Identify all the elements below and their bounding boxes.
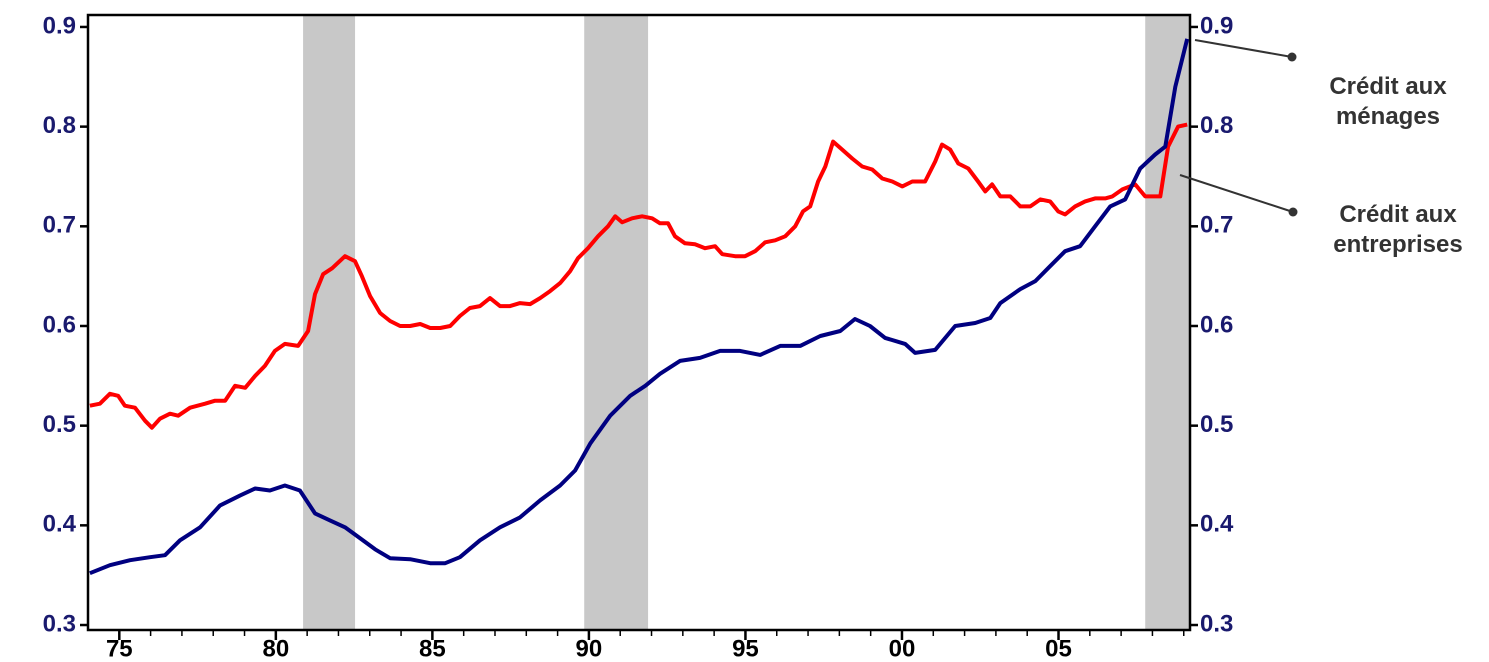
x-tick-label: 00 [889,635,916,662]
pointer-line [1194,39,1293,58]
x-tick-label: 90 [576,635,603,662]
x-tick-label: 95 [732,635,759,662]
x-tick-label: 75 [106,635,133,662]
y-tick-label: 0.5 [43,411,76,438]
pointer-dot [1287,52,1297,62]
x-tick-label: 80 [262,635,289,662]
y2-tick-label: 0.6 [1200,311,1233,338]
pointer-line [1179,174,1294,213]
y-tick-label: 0.8 [43,112,76,139]
plot-frame [86,13,1192,632]
y-tick-label: 0.9 [43,12,76,39]
y2-tick-label: 0.9 [1200,12,1233,39]
x-tick-label: 85 [419,635,446,662]
x-tick-label: 05 [1045,635,1072,662]
pointer-dot [1288,207,1298,217]
series-label: Crédit aux ménages [1329,73,1447,130]
y2-tick-label: 0.4 [1200,511,1234,538]
series-line [89,122,1188,430]
y2-tick-label: 0.8 [1200,112,1233,139]
y-tick-label: 0.6 [43,311,76,338]
y2-tick-label: 0.3 [1200,610,1233,637]
y-tick-label: 0.3 [43,610,76,637]
shaded-period [1145,15,1190,630]
y-tick-label: 0.4 [43,511,77,538]
shaded-period [584,15,649,630]
series-label: Crédit aux entreprises [1333,201,1463,258]
y2-tick-label: 0.5 [1200,411,1233,438]
y-tick-label: 0.7 [43,212,76,239]
series-line [89,38,1190,576]
y2-tick-label: 0.7 [1200,212,1233,239]
